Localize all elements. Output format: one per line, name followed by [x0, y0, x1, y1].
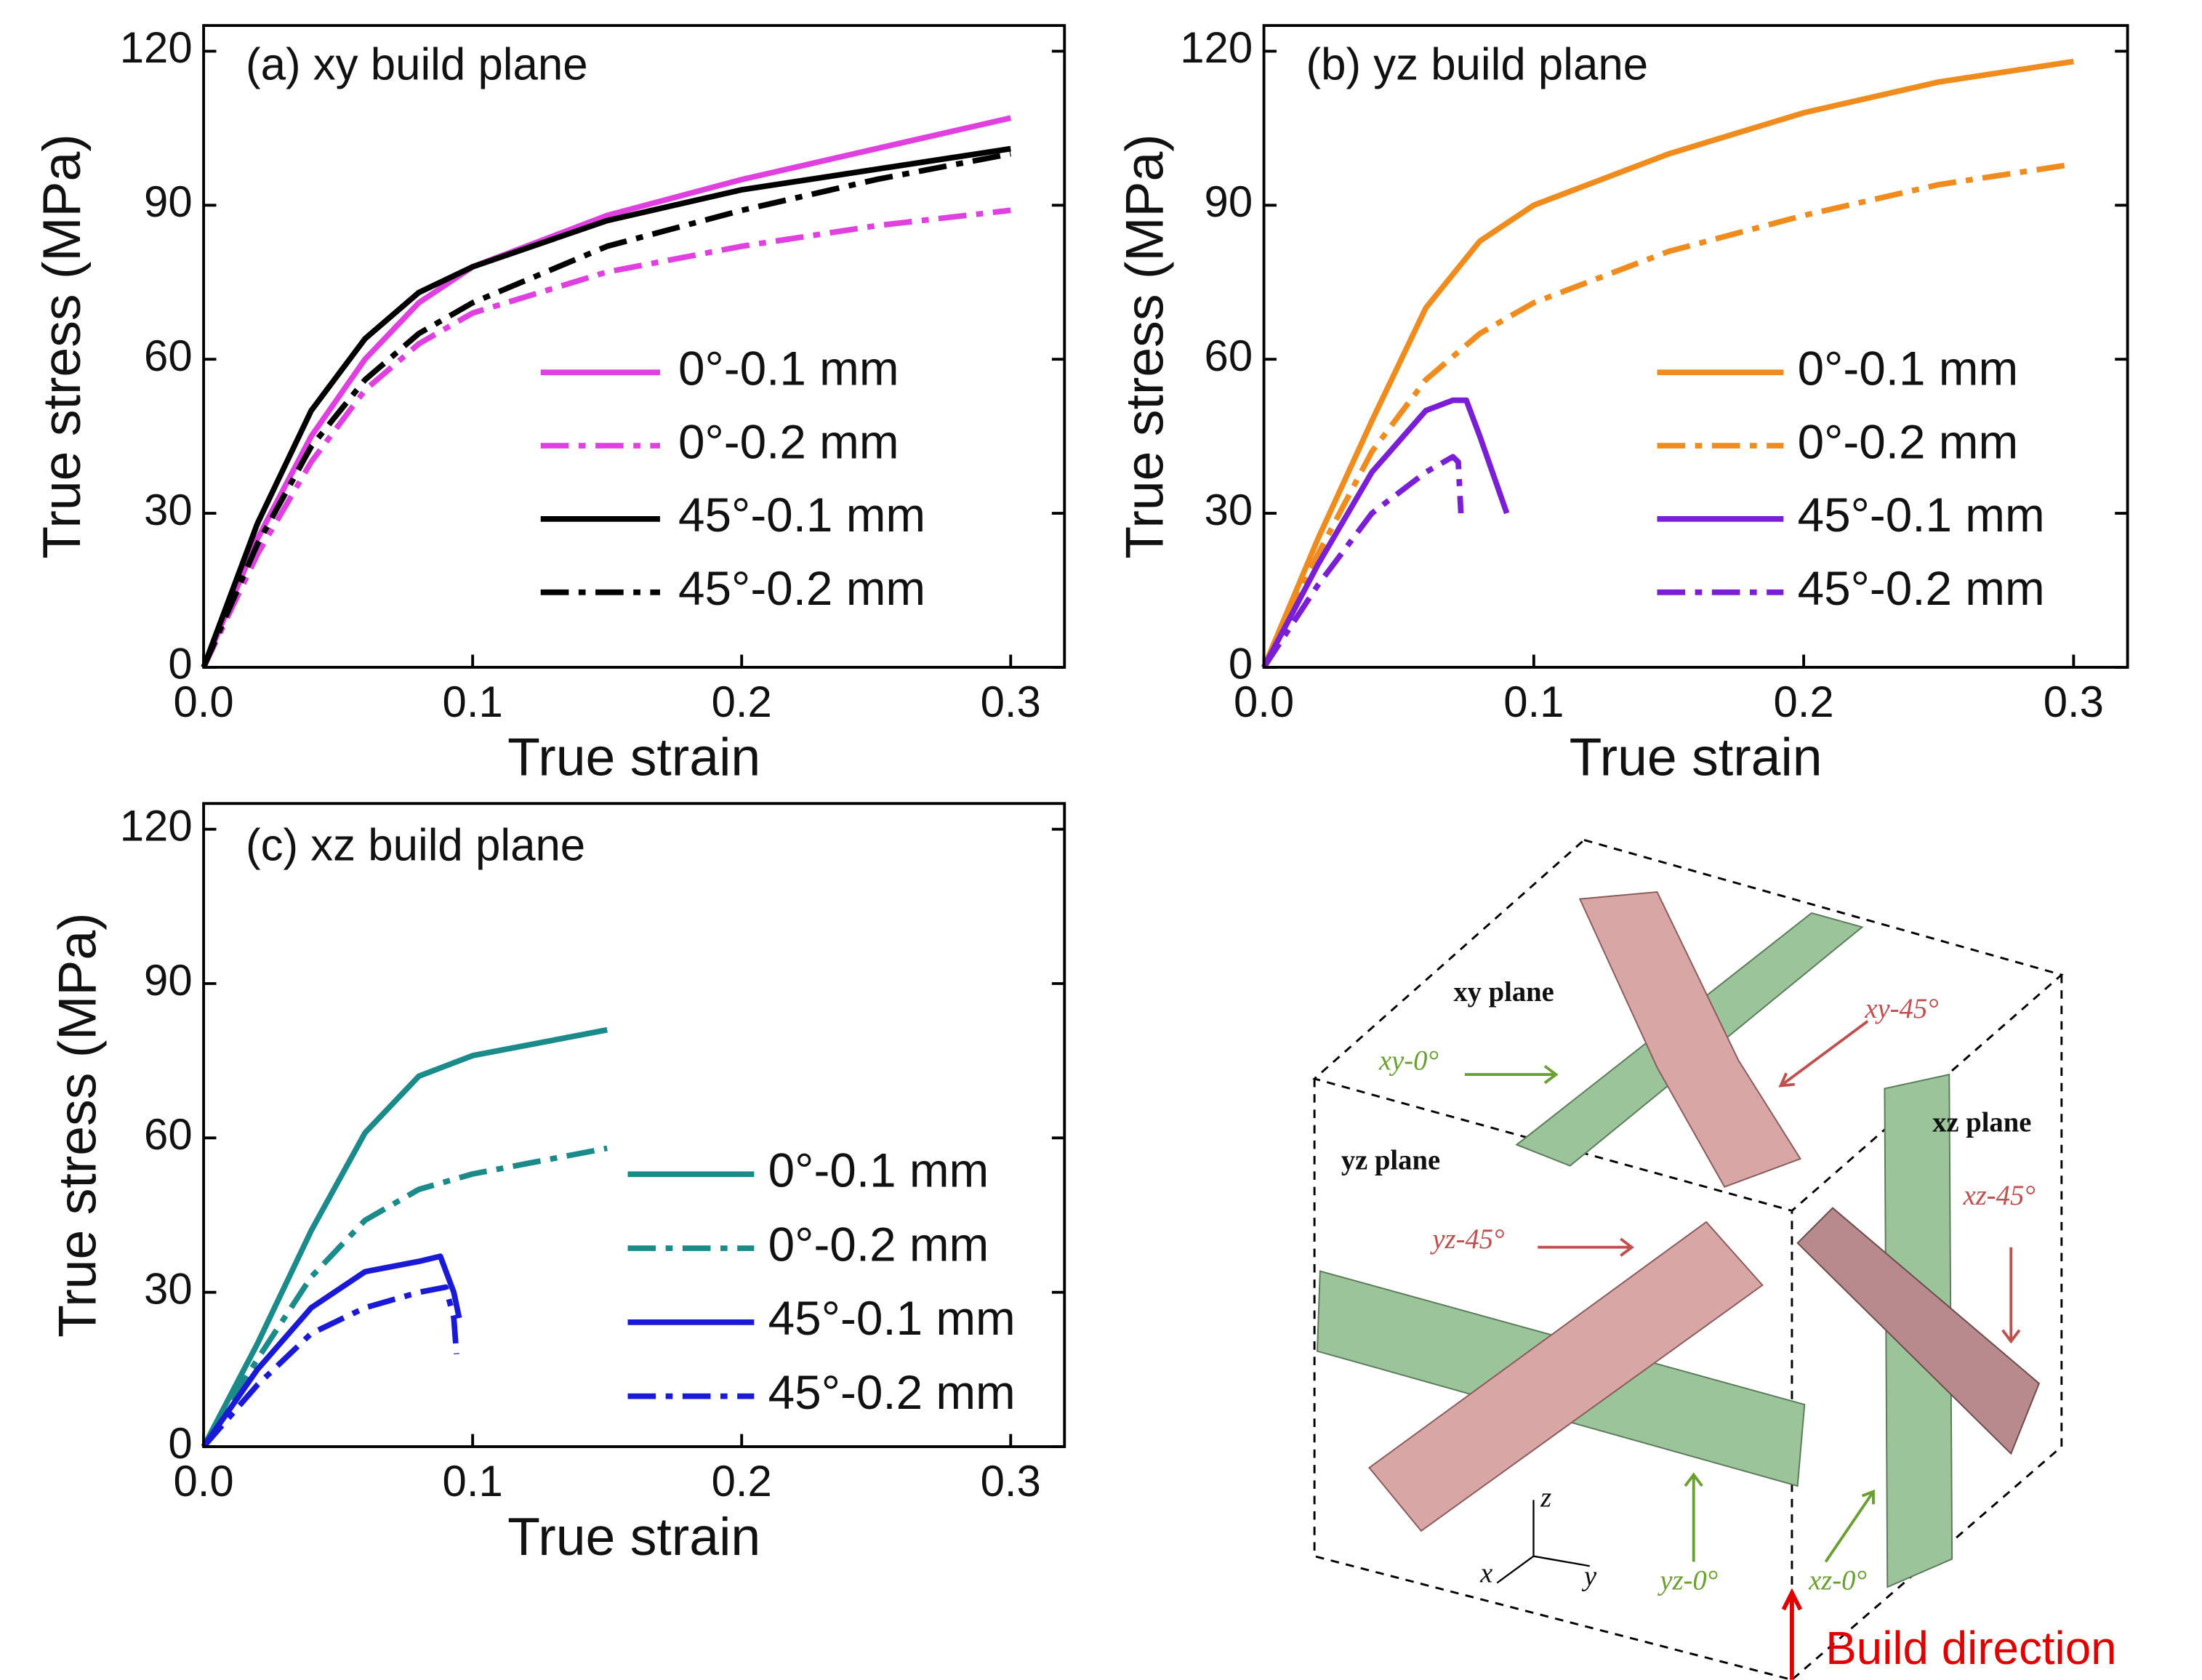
y-tick-label: 120	[120, 23, 193, 72]
data-line	[204, 1030, 607, 1447]
label: Build direction	[1825, 1622, 2116, 1674]
x-tick-label: 0.1	[1503, 678, 1564, 726]
arrow	[1465, 1066, 1556, 1083]
y-tick-label: 120	[1180, 23, 1253, 72]
y-tick-label: 60	[1205, 331, 1253, 380]
legend-label: 45°-0.2 mm	[678, 562, 925, 615]
legend-label: 0°-0.2 mm	[678, 415, 899, 468]
legend-label: 0°-0.1 mm	[1798, 342, 2019, 395]
chart-title: (a) xy build plane	[246, 39, 588, 89]
legend-label: 45°-0.1 mm	[1798, 489, 2045, 542]
plot: 0°-0.1 mm 0°-0.2 mm 45°-0.1 mm 45°-0.2 mm 0.…	[32, 23, 1064, 787]
data-line	[1264, 401, 1507, 667]
y-tick-label: 90	[144, 956, 193, 1005]
y-axis-label: True stress (MPa)	[1115, 134, 1175, 558]
y-axis-label: True stress (MPa)	[47, 912, 107, 1337]
label: yz-0°	[1657, 1565, 1718, 1596]
label: yz plane	[1341, 1146, 1440, 1176]
plot-frame	[204, 25, 1064, 667]
legend-label: 45°-0.1 mm	[768, 1292, 1016, 1345]
y-tick-label: 90	[144, 177, 193, 226]
y-tick-label: 30	[1205, 486, 1253, 534]
y-tick-label: 0	[168, 640, 192, 688]
y-tick-label: 120	[120, 801, 193, 850]
x-tick-label: 0.1	[443, 1457, 503, 1506]
legend-label: 0°-0.2 mm	[768, 1218, 989, 1271]
arrow	[1538, 1239, 1631, 1255]
y-tick-label: 90	[1205, 177, 1253, 226]
data-line	[204, 1256, 459, 1447]
label: xz plane	[1932, 1108, 2031, 1138]
x-tick-label: 0.2	[1773, 678, 1833, 726]
build-arrow	[1783, 1593, 1800, 1680]
data-line	[204, 1287, 457, 1447]
legend-label: 45°-0.2 mm	[768, 1366, 1016, 1419]
x-tick-label: 0.2	[712, 1457, 772, 1506]
x-axis-label: True strain	[507, 728, 760, 787]
xy-45-specimen	[1580, 892, 1800, 1187]
y-tick-label: 60	[144, 1110, 193, 1159]
label: xy plane	[1453, 977, 1554, 1008]
arrow	[1685, 1475, 1702, 1562]
label: x	[1479, 1559, 1492, 1589]
label: y	[1581, 1561, 1597, 1591]
x-tick-label: 0.3	[981, 1457, 1041, 1506]
x-tick-label: 0.3	[2044, 678, 2104, 726]
label: z	[1540, 1482, 1551, 1513]
figure: xy plane yz plane xz plane xy-0° xy-45° …	[0, 0, 2202, 1680]
x-axis-label: True strain	[1570, 728, 1823, 787]
y-tick-label: 30	[144, 1264, 193, 1313]
arrow	[2003, 1247, 2020, 1341]
y-tick-label: 30	[144, 486, 193, 534]
label: xy-45°	[1864, 994, 1938, 1024]
legend-label: 0°-0.1 mm	[768, 1144, 989, 1197]
y-tick-label: 0	[168, 1419, 192, 1468]
x-tick-label: 0.3	[981, 678, 1041, 726]
x-axis-label: True strain	[507, 1507, 760, 1567]
arrow	[1825, 1492, 1873, 1562]
legend-label: 45°-0.1 mm	[678, 489, 925, 542]
y-tick-label: 60	[144, 331, 193, 380]
chart-title: (c) xz build plane	[246, 820, 585, 870]
label: yz-45°	[1429, 1224, 1504, 1255]
plot-frame	[204, 803, 1064, 1447]
legend-label: 0°-0.2 mm	[1798, 415, 2019, 468]
label: xy-0°	[1378, 1046, 1439, 1077]
x-tick-label: 0.1	[443, 678, 503, 726]
legend-label: 45°-0.2 mm	[1798, 562, 2045, 615]
x-tick-label: 0.2	[712, 678, 772, 726]
label: xz-45°	[1963, 1181, 2036, 1211]
y-axis-label: True stress (MPa)	[32, 134, 92, 558]
label: xz-0°	[1808, 1565, 1867, 1596]
plot: 0°-0.1 mm 0°-0.2 mm 45°-0.1 mm 45°-0.2 mm 0.…	[1115, 23, 2128, 787]
arrow	[1780, 1021, 1868, 1086]
y-tick-label: 0	[1229, 640, 1253, 688]
plot: 0°-0.1 mm 0°-0.2 mm 45°-0.1 mm 45°-0.2 mm 0.…	[47, 801, 1064, 1566]
chart-title: (b) yz build plane	[1306, 39, 1649, 89]
legend-label: 0°-0.1 mm	[678, 342, 899, 395]
